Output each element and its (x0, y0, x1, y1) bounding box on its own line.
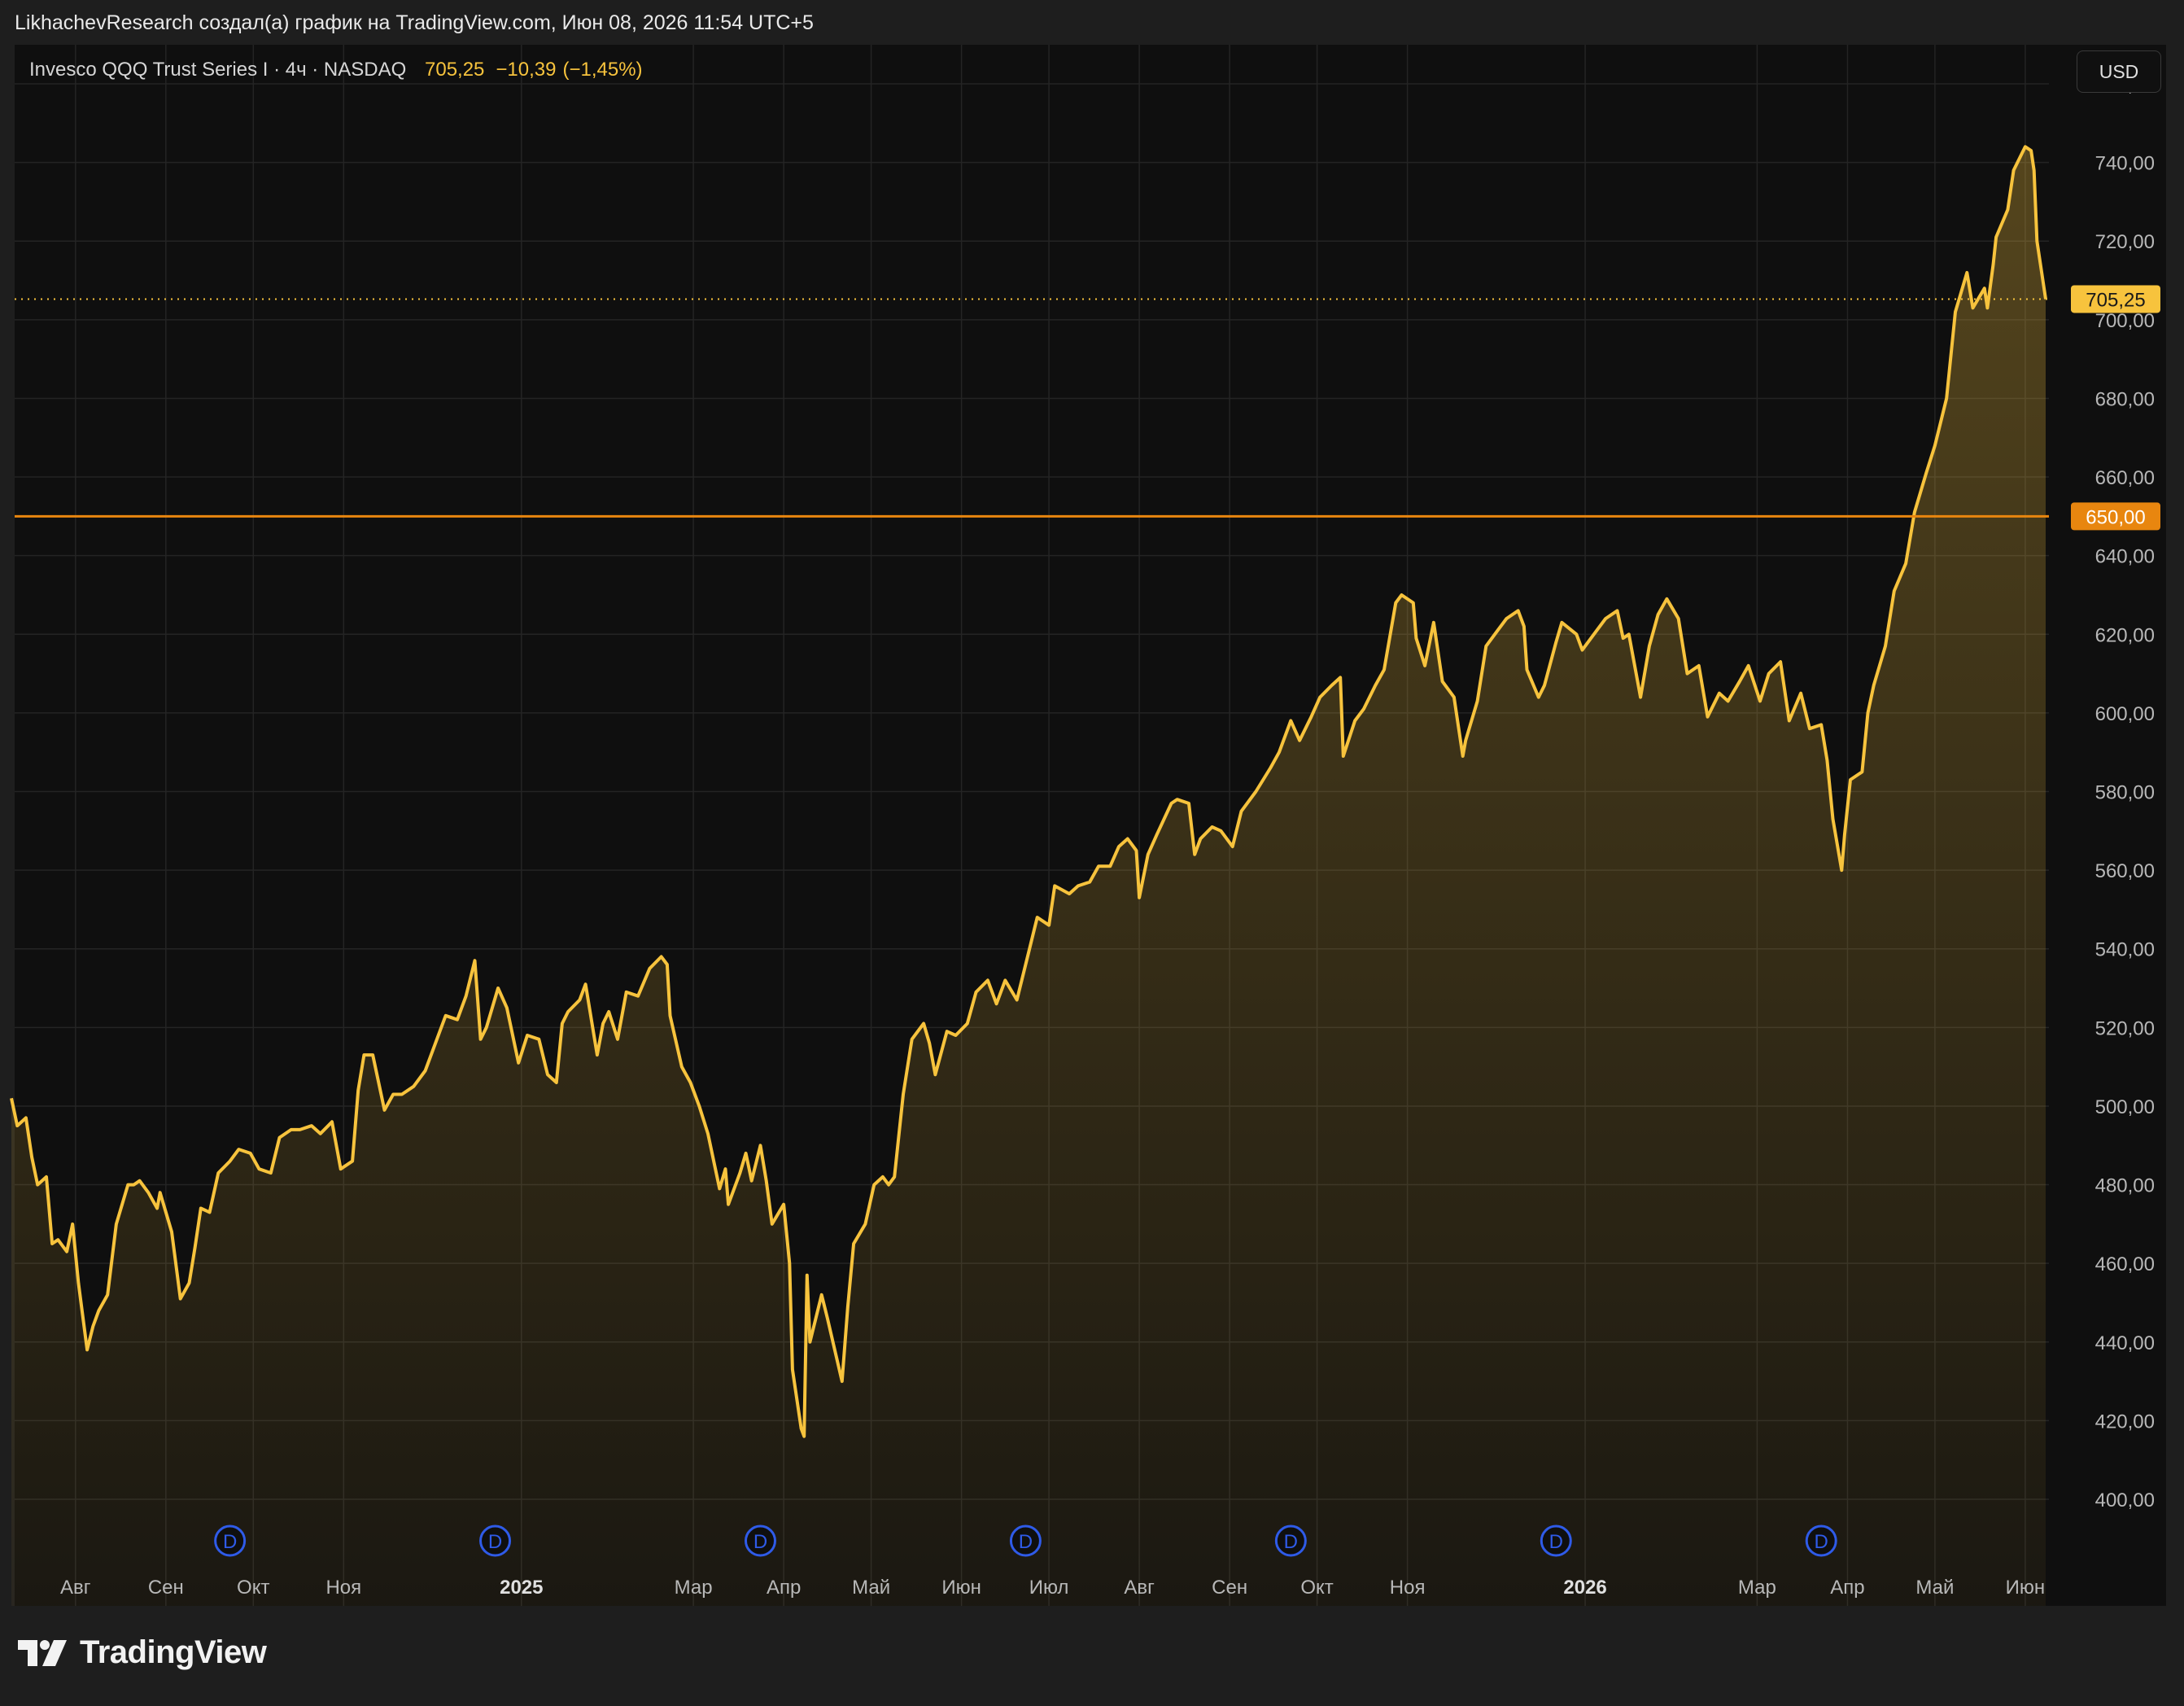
x-tick-label: Сен (148, 1577, 184, 1599)
legend-change-pct: (−1,45%) (562, 59, 642, 81)
dividend-marker-label: D (753, 1531, 767, 1553)
x-tick-label: Июн (2006, 1577, 2046, 1599)
dividend-marker-label: D (1019, 1531, 1033, 1553)
y-tick-label: 700,00 (2095, 310, 2155, 332)
y-tick-label: 620,00 (2095, 624, 2155, 646)
price-area-fill (11, 147, 2046, 1606)
x-tick-label: Апр (767, 1577, 801, 1599)
tradingview-logo-icon (18, 1639, 67, 1666)
x-tick-label: Авг (60, 1577, 91, 1599)
x-tick-label: Июн (941, 1577, 981, 1599)
dividend-icon[interactable]: D (1540, 1524, 1572, 1557)
horizontal-level-label: 650,00 (2086, 506, 2145, 528)
dividend-icon[interactable]: D (214, 1524, 247, 1557)
legend-price: 705,25 (425, 59, 484, 81)
y-tick-label: 540,00 (2095, 939, 2155, 961)
y-tick-label: 400,00 (2095, 1489, 2155, 1511)
horizontal-level-badge (2071, 502, 2160, 531)
dividend-icon[interactable]: D (1274, 1524, 1307, 1557)
y-tick-label: 480,00 (2095, 1175, 2155, 1197)
x-tick-label: Мар (675, 1577, 713, 1599)
dividend-marker-label: D (488, 1531, 502, 1553)
dividend-icon[interactable]: D (1805, 1524, 1837, 1557)
y-tick-label: 680,00 (2095, 388, 2155, 410)
price-levels (15, 298, 2049, 518)
y-tick-label: 600,00 (2095, 703, 2155, 725)
symbol-legend[interactable]: Invesco QQQ Trust Series I · 4ч · NASDAQ… (29, 59, 643, 81)
x-tick-label: 2025 (500, 1577, 543, 1599)
x-tick-label: Окт (1300, 1577, 1333, 1599)
price-area (10, 145, 2047, 1606)
dividend-icon[interactable]: D (1009, 1524, 1042, 1557)
legend-change: −10,39 (496, 59, 556, 81)
last-price-label: 705,25 (2086, 289, 2145, 311)
y-tick-label: 560,00 (2095, 860, 2155, 882)
attribution-header: LikhachevResearch создал(а) график на Tr… (15, 11, 814, 34)
x-tick-label: Сен (1212, 1577, 1247, 1599)
y-tick-label: 640,00 (2095, 546, 2155, 568)
y-tick-label: 740,00 (2095, 153, 2155, 175)
x-tick-label: Май (1915, 1577, 1954, 1599)
x-tick-label: Ноя (1390, 1577, 1426, 1599)
x-tick-label: Ноя (325, 1577, 361, 1599)
x-tick-label: Май (852, 1577, 890, 1599)
y-tick-label: 440,00 (2095, 1332, 2155, 1354)
dividend-marker-label: D (1549, 1531, 1563, 1553)
x-tick-label: Апр (1830, 1577, 1864, 1599)
y-tick-label: 580,00 (2095, 782, 2155, 804)
time-axis[interactable]: Авг Сен Окт Ноя 2025 Мар Апр Май Июн Июл Авг Сен Окт… (60, 1577, 2045, 1599)
y-tick-label: 720,00 (2095, 231, 2155, 253)
dividend-marker-label: D (223, 1531, 237, 1553)
currency-button[interactable]: USD (2077, 50, 2161, 93)
last-price-badge (2071, 285, 2160, 313)
y-tick-label: 500,00 (2095, 1096, 2155, 1118)
y-tick-label: 520,00 (2095, 1017, 2155, 1039)
x-tick-label: Авг (1124, 1577, 1155, 1599)
y-tick-label: 660,00 (2095, 467, 2155, 489)
dividend-marker-label: D (1815, 1531, 1828, 1553)
y-tick-label: 460,00 (2095, 1253, 2155, 1275)
x-tick-label: 2026 (1563, 1577, 1606, 1599)
y-tick-label: 420,00 (2095, 1411, 2155, 1433)
tradingview-logo[interactable]: TradingView (18, 1634, 267, 1671)
dividend-marker-label: D (1284, 1531, 1298, 1553)
dividend-icon[interactable]: D (479, 1524, 512, 1557)
dividend-icon[interactable]: D (744, 1524, 776, 1557)
price-line (10, 145, 2047, 1438)
tradingview-logo-text: TradingView (80, 1634, 267, 1670)
symbol-title[interactable]: Invesco QQQ Trust Series I · 4ч · NASDAQ (29, 59, 406, 81)
legend-values: 705,25 −10,39 (−1,45%) (425, 59, 643, 81)
x-tick-label: Июл (1029, 1577, 1069, 1599)
x-tick-label: Окт (237, 1577, 269, 1599)
x-tick-label: Мар (1738, 1577, 1776, 1599)
